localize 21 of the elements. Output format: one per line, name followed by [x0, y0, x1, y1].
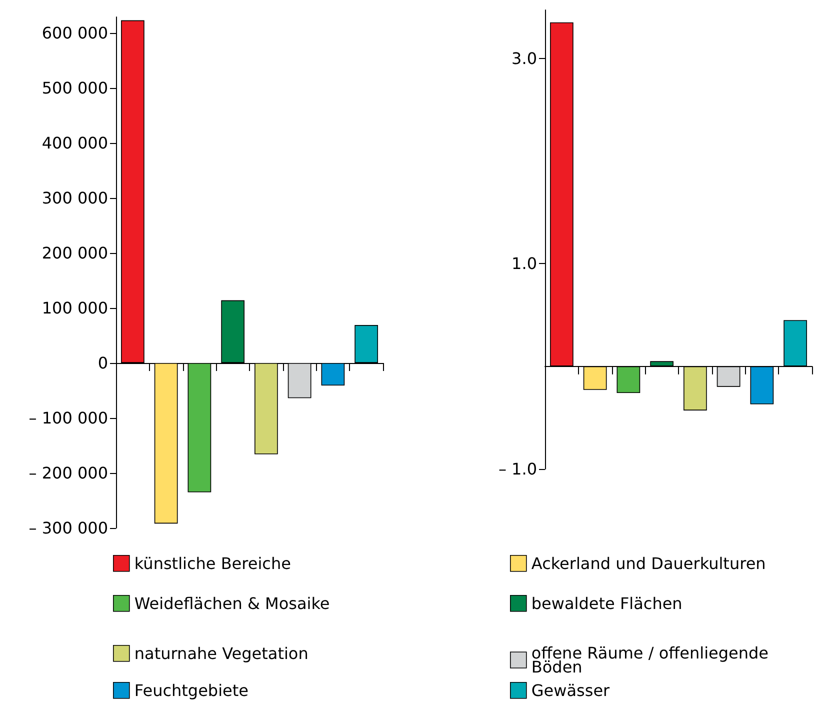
legend-label: Gewässer	[531, 680, 610, 700]
y-tick-label: 300 000	[42, 188, 108, 208]
y-tick-label: 200 000	[42, 243, 108, 262]
y-tick-label: 600 000	[42, 23, 108, 42]
y-tick-label: 500 000	[42, 78, 108, 98]
y-tick-label: 3.0	[512, 48, 537, 68]
y-tick-label: – 300 000	[28, 518, 108, 538]
y-tick-label: – 1.0	[498, 460, 537, 478]
y-tick-label: 400 000	[42, 133, 108, 152]
y-tick-label: 1.0	[512, 254, 537, 274]
y-tick-label: – 100 000	[28, 408, 108, 428]
legend-label: bewaldete Flächen	[531, 594, 682, 613]
y-tick-label: – 200 000	[28, 463, 108, 482]
legend-label: Weideflächen & Mosaike	[134, 594, 330, 613]
legend-label: künstliche Bereiche	[134, 554, 291, 573]
y-tick-label: 0	[98, 353, 108, 372]
legend-label: Feuchtgebiete	[134, 680, 248, 700]
y-tick-label: 100 000	[42, 298, 108, 318]
legend-label: naturnahe Vegetation	[134, 644, 308, 663]
legend-label: Ackerland und Dauerkulturen	[531, 554, 766, 573]
legend-label: offene Räume / offenliegende Böden	[531, 644, 774, 676]
